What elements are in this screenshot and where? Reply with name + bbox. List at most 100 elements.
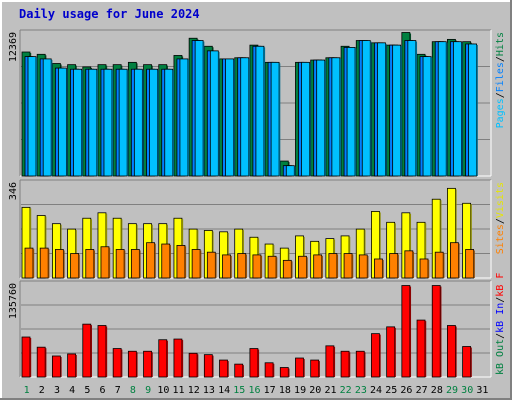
bar-shade xyxy=(30,338,32,377)
bar-shade xyxy=(428,259,430,278)
legend-entry: kB F xyxy=(495,273,506,297)
bar xyxy=(54,249,64,279)
bar xyxy=(431,285,441,378)
tick-label: 14 xyxy=(218,385,230,396)
bar-shade xyxy=(409,286,412,377)
bar xyxy=(88,68,98,177)
bar xyxy=(179,58,189,177)
bar-shade xyxy=(446,42,448,176)
tick-label: 19 xyxy=(294,385,306,396)
frame-highlight-left xyxy=(0,0,2,400)
bar-shade xyxy=(90,325,92,377)
bar xyxy=(437,41,447,177)
bar-shade xyxy=(200,250,202,278)
bar-shade xyxy=(260,255,263,278)
bar-shade xyxy=(440,200,442,278)
bar-shade xyxy=(111,70,114,176)
bar xyxy=(447,325,456,378)
bar xyxy=(252,254,262,279)
legend-separator: / xyxy=(495,218,506,224)
bar-shade xyxy=(412,251,415,278)
bar-shade xyxy=(60,356,62,377)
bar xyxy=(301,61,310,177)
bar xyxy=(127,350,137,378)
bar-shade xyxy=(458,243,460,278)
bar xyxy=(416,319,426,378)
bar xyxy=(21,336,31,378)
bar-shade xyxy=(81,70,83,176)
bar-shade xyxy=(385,43,387,176)
bar-shade xyxy=(36,57,38,176)
bar xyxy=(468,43,478,177)
bar xyxy=(462,346,472,378)
tick-label: 7 xyxy=(115,385,121,396)
bar xyxy=(255,45,265,177)
bar xyxy=(374,258,383,279)
bar-shade xyxy=(394,223,396,278)
tick-label: 31 xyxy=(476,385,488,396)
tick-label: 11 xyxy=(173,385,185,396)
bar xyxy=(73,68,82,177)
bar xyxy=(340,350,350,378)
bar xyxy=(158,339,168,378)
bar-shade xyxy=(273,363,275,377)
bar-shade xyxy=(394,327,396,377)
bar xyxy=(316,59,326,177)
bar xyxy=(57,67,67,177)
bar xyxy=(143,350,152,378)
bar-shade xyxy=(197,354,199,377)
legend: kB Out/kB In/kB F xyxy=(495,273,506,375)
bar xyxy=(450,242,459,279)
bar xyxy=(203,354,213,378)
bar xyxy=(85,249,95,279)
bar-shade xyxy=(306,257,308,278)
bar xyxy=(401,285,411,378)
bar-shade xyxy=(45,348,47,377)
bar-shade xyxy=(121,349,123,377)
bar xyxy=(267,255,277,279)
bar-shade xyxy=(136,352,138,377)
bar-shade xyxy=(352,254,354,278)
frame-shadow-bottom xyxy=(0,398,512,400)
bar-shade xyxy=(212,355,214,377)
legend-entry: Files xyxy=(495,62,506,92)
legend: Pages/Files/Hits xyxy=(495,32,506,128)
legend-entry: Hits xyxy=(495,32,506,56)
bar-shade xyxy=(379,334,381,377)
bar-shade xyxy=(364,230,366,278)
bar-shade xyxy=(121,219,123,278)
bar xyxy=(389,253,399,279)
bar-shade xyxy=(425,321,427,377)
tick-label: 12 xyxy=(188,385,200,396)
bar xyxy=(331,57,341,177)
bar xyxy=(133,68,143,177)
tick-label: 10 xyxy=(157,385,169,396)
tick-label: 3 xyxy=(54,385,60,396)
bar-shade xyxy=(400,46,402,177)
bar-shade xyxy=(473,250,475,278)
tick-label: 17 xyxy=(264,385,276,396)
tick-label: 9 xyxy=(145,385,151,396)
bar xyxy=(42,58,52,177)
bar-shade xyxy=(157,70,159,176)
tick-label: 16 xyxy=(248,385,260,396)
bar-shade xyxy=(339,58,342,176)
tick-label: 21 xyxy=(324,385,336,396)
bar xyxy=(419,258,429,279)
tick-label: 30 xyxy=(461,385,473,396)
bar-shade xyxy=(203,41,205,176)
bar-shade xyxy=(425,223,427,278)
bar xyxy=(270,61,280,177)
legend-entry: Pages xyxy=(495,98,506,128)
legend-entry: Sites xyxy=(495,224,506,254)
bar xyxy=(70,253,79,279)
bar xyxy=(310,359,320,378)
legend: Sites/Visits xyxy=(495,182,506,254)
bar-shade xyxy=(90,219,92,278)
bar xyxy=(188,352,198,378)
bar xyxy=(298,255,307,279)
bar-shade xyxy=(470,204,472,278)
bar xyxy=(100,246,110,279)
series-kb-f xyxy=(21,285,472,378)
